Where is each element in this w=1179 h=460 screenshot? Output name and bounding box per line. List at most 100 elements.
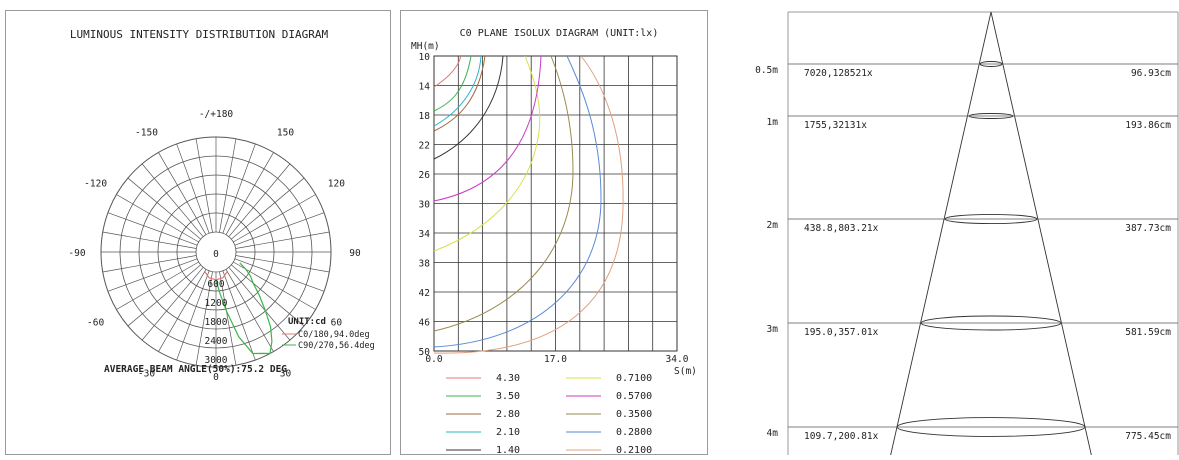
cone-svg: 0.5m 7020,128521x 96.93cm 1m 1755,32131x 193.… <box>755 11 1179 456</box>
polar-angle-label: 90 <box>349 248 361 259</box>
polar-curve-c90 <box>215 262 273 355</box>
isolux-legend-value: 0.2100 <box>616 445 652 456</box>
isolux-x-tick: 34.0 <box>666 354 689 365</box>
polar-spoke <box>176 143 210 234</box>
isolux-y-tick: 26 <box>419 170 431 181</box>
cone-diameter-label: 96.93cm <box>1131 68 1171 79</box>
polar-spoke <box>233 261 316 310</box>
polar-spoke <box>158 152 207 235</box>
cone-ellipse <box>944 213 1038 225</box>
polar-spoke <box>234 212 325 246</box>
isolux-y-tick: 30 <box>419 200 431 211</box>
polar-spoke <box>102 255 197 273</box>
cone-ellipse <box>896 417 1086 437</box>
polar-spoke <box>176 270 210 361</box>
polar-angle-label: -90 <box>68 248 85 259</box>
polar-spoke <box>225 269 274 352</box>
isolux-contour <box>433 55 472 112</box>
polar-angle-label: -120 <box>84 179 107 190</box>
polar-radial-label: 2400 <box>205 336 228 347</box>
polar-spoke <box>235 255 330 273</box>
polar-spoke <box>116 261 199 310</box>
polar-legend-c0: C0/180,94.0deg <box>298 330 370 340</box>
polar-radial-labels: 0 600 1200 1800 2400 3000 0 <box>205 249 228 383</box>
polar-radial-label: 0 <box>213 249 219 260</box>
cone-distance-label: 4m <box>767 428 779 439</box>
polar-spoke <box>102 231 197 249</box>
cone-diameter-label: 193.86cm <box>1125 120 1171 131</box>
isolux-x-ticks: 0.0 17.0 34.0 <box>425 354 688 365</box>
polar-spoke <box>195 271 213 366</box>
isolux-legend-value: 3.50 <box>496 391 520 402</box>
isolux-contour <box>433 55 504 160</box>
cone-illuminance-label: 109.7,200.81x <box>804 431 879 442</box>
isolux-y-tick: 46 <box>419 318 431 329</box>
cone-illuminance-label: 7020,128521x <box>804 68 873 79</box>
polar-zero-bottom-label: 0 <box>213 372 219 383</box>
polar-spoke <box>233 194 316 243</box>
isolux-legend-value: 2.80 <box>496 409 520 420</box>
isolux-contour <box>433 55 624 354</box>
polar-spoke <box>222 270 256 361</box>
polar-spoke <box>228 163 291 237</box>
isolux-curves <box>433 55 624 354</box>
polar-spoke <box>222 143 256 234</box>
isolux-y-tick: 14 <box>419 82 431 93</box>
isolux-legend-value: 0.5700 <box>616 391 652 402</box>
cone-illuminance-label: 1755,32131x <box>804 120 867 131</box>
cone-diameter-label: 775.45cm <box>1125 431 1171 442</box>
cone-rows: 0.5m 7020,128521x 96.93cm 1m 1755,32131x 193.… <box>755 65 1171 442</box>
cone-diameter-label: 387.73cm <box>1125 223 1171 234</box>
cone-right-edge <box>990 11 1092 456</box>
polar-radial-label: 3000 <box>205 355 228 366</box>
polar-spoke <box>116 194 199 243</box>
cone-illuminance-label: 438.8,803.21x <box>804 223 879 234</box>
isolux-y-ticks: 10 14 18 22 26 30 34 38 42 46 50 <box>419 52 431 358</box>
isolux-contour <box>433 55 574 332</box>
isolux-legend: 4.30 3.50 2.80 2.10 1.40 0.7100 0.5700 0.3500 0.… <box>446 373 652 456</box>
isolux-legend-value: 2.10 <box>496 427 520 438</box>
isolux-x-tick: 17.0 <box>544 354 567 365</box>
beam-angle-text: AVERAGE BEAM ANGLE(50%):75.2 DEG <box>104 364 287 375</box>
isolux-svg: C0 PLANE ISOLUX DIAGRAM (UNIT:lx) MH(m) … <box>411 28 697 456</box>
isolux-contour <box>433 55 602 348</box>
polar-angle-label: -30 <box>138 368 155 379</box>
polar-spoke <box>141 267 204 341</box>
isolux-contour <box>433 55 486 132</box>
polar-spoke <box>141 163 204 237</box>
polar-spoke <box>158 269 207 352</box>
polar-spoke <box>219 271 237 366</box>
isolux-legend-value: 1.40 <box>496 445 520 456</box>
isolux-contour <box>433 55 542 202</box>
polar-unit-label: UNIT:cd <box>288 317 326 327</box>
polar-spoke <box>127 264 201 327</box>
polar-angle-label: -/+180 <box>199 109 234 120</box>
polar-radial-label: 600 <box>207 279 224 290</box>
cone-drawing <box>788 11 1178 456</box>
isolux-legend-value: 0.3500 <box>616 409 652 420</box>
cone-ellipse <box>920 315 1062 331</box>
cone-distance-label: 1m <box>767 117 779 128</box>
polar-angle-label: 60 <box>331 318 343 329</box>
isolux-y-tick: 22 <box>419 141 430 152</box>
polar-radial-label: 1800 <box>205 317 228 328</box>
isolux-grid <box>433 55 678 352</box>
cone-illuminance-label: 195.0,357.01x <box>804 327 879 338</box>
isolux-panel: C0 PLANE ISOLUX DIAGRAM (UNIT:lx) MH(m) … <box>400 10 708 456</box>
polar-spoke <box>107 212 198 246</box>
polar-angle-label: -60 <box>87 318 104 329</box>
isolux-title: C0 PLANE ISOLUX DIAGRAM (UNIT:lx) <box>460 28 659 39</box>
polar-spoke <box>219 138 237 233</box>
luminous-intensity-panel: LUMINOUS INTENSITY DISTRIBUTION DIAGRAM … <box>5 10 391 455</box>
cone-distance-label: 0.5m <box>755 65 778 76</box>
isolux-x-tick: 0.0 <box>425 354 442 365</box>
polar-spoke <box>228 267 291 341</box>
polar-angle-label: 120 <box>328 179 345 190</box>
polar-title: LUMINOUS INTENSITY DISTRIBUTION DIAGRAM <box>70 28 329 41</box>
isolux-contour <box>433 55 462 88</box>
polar-angle-label: 150 <box>277 128 294 139</box>
polar-svg: LUMINOUS INTENSITY DISTRIBUTION DIAGRAM … <box>68 28 374 383</box>
polar-spoke <box>231 264 305 327</box>
polar-spoke <box>195 138 213 233</box>
isolux-legend-value: 4.30 <box>496 373 520 384</box>
